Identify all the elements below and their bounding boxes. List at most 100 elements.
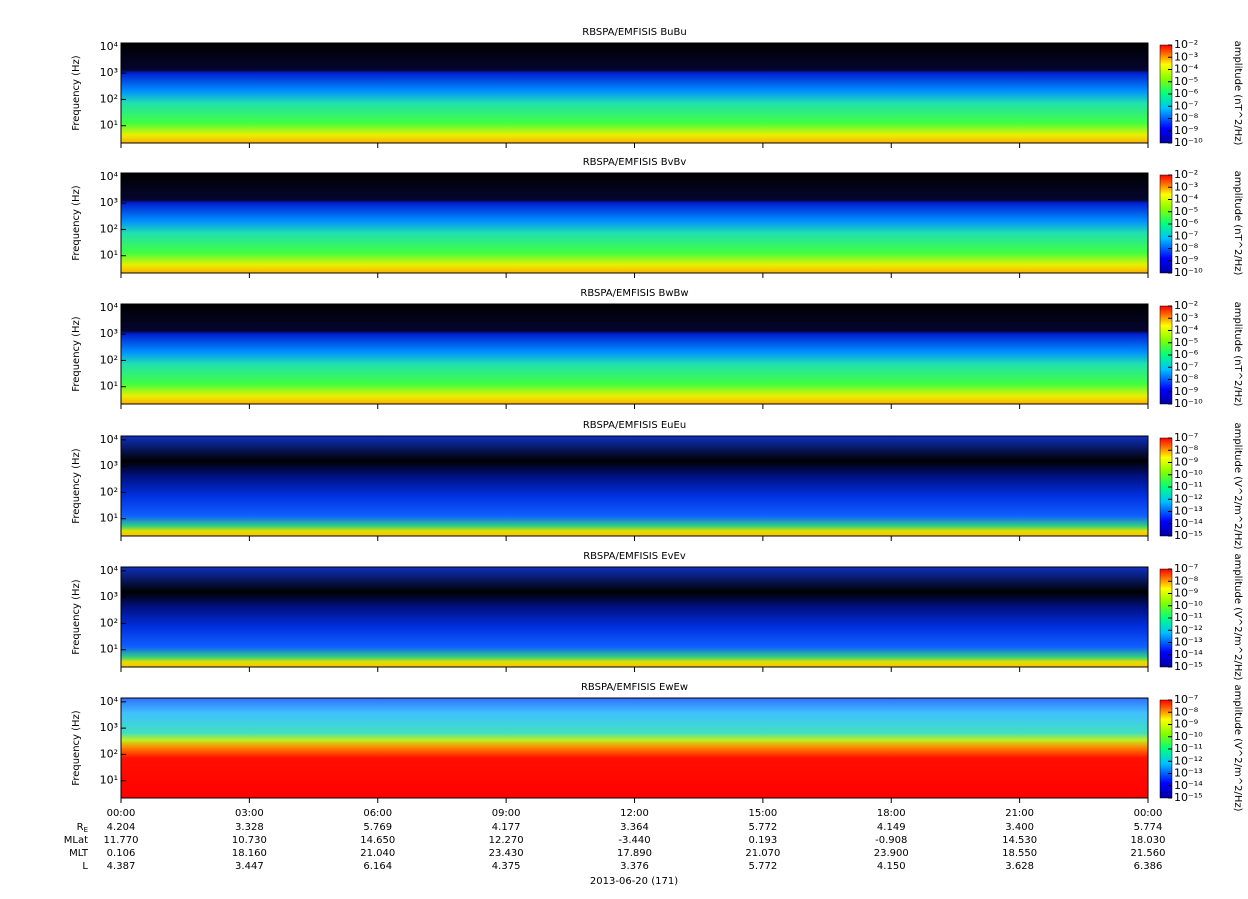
ephemeris-value: 3.328 [235, 822, 264, 833]
ephemeris-value: 17.890 [617, 848, 652, 859]
colorbar-tick-label: 10⁻⁶ [1174, 348, 1199, 361]
colorbar-tick-label: 10⁻¹⁰ [1174, 599, 1203, 612]
colorbar-tick-label: 10⁻¹⁵ [1174, 660, 1203, 673]
ephemeris-value: 4.150 [877, 861, 906, 872]
colorbar-tick-label: 10⁻³ [1174, 180, 1198, 193]
x-tick-label: 21:00 [1005, 808, 1034, 819]
ephemeris-value: 4.387 [107, 861, 136, 872]
colorbar-tick-label: 10⁻⁹ [1174, 124, 1198, 137]
colorbar-tick-label: 10⁻⁷ [1174, 562, 1198, 575]
spectrogram-image [121, 43, 1148, 143]
y-tick-label: 10³ [100, 66, 118, 79]
ephemeris-value: -0.908 [875, 835, 907, 846]
y-tick-label: 10⁴ [100, 564, 119, 577]
spectrogram-image [121, 436, 1148, 536]
ephemeris-value: 3.447 [235, 861, 264, 872]
y-tick-label: 10² [100, 353, 118, 366]
ephemeris-value: 11.770 [104, 835, 139, 846]
ephemeris-value: 21.560 [1131, 848, 1166, 859]
x-tick-label: 12:00 [620, 808, 649, 819]
ephemeris-value: 12.270 [489, 835, 524, 846]
y-tick-label: 10¹ [100, 643, 118, 656]
ephemeris-label-text: MLat [64, 835, 88, 846]
ephemeris-row-label: L [82, 861, 88, 872]
ephemeris-value: 14.530 [1002, 835, 1037, 846]
ephemeris-label-text: L [82, 861, 88, 872]
y-tick-label: 10⁴ [100, 301, 119, 314]
y-tick-label: 10¹ [100, 249, 118, 262]
colorbar-label: amplitude (V^2/m^2/Hz) [1232, 553, 1243, 680]
colorbar-label: amplitude (V^2/m^2/Hz) [1232, 422, 1243, 549]
ephemeris-label-text: MLT [69, 848, 89, 859]
y-tick-label: 10³ [100, 196, 118, 209]
panel-title: RBSPA/EMFISIS EwEw [581, 682, 688, 693]
ephemeris-value: 0.193 [749, 835, 778, 846]
ephemeris-value: 3.628 [1005, 861, 1034, 872]
colorbar-tick-label: 10⁻⁷ [1174, 360, 1198, 373]
colorbar-tick-label: 10⁻¹¹ [1174, 742, 1203, 755]
colorbar-tick-label: 10⁻¹³ [1174, 767, 1203, 780]
colorbar-tick-label: 10⁻⁷ [1174, 229, 1198, 242]
ephemeris-value: 5.772 [749, 861, 778, 872]
x-tick-label: 00:00 [107, 808, 136, 819]
ephemeris-label-text: R [77, 822, 84, 833]
colorbar-tick-label: 10⁻¹⁰ [1174, 397, 1203, 410]
colorbar-tick-label: 10⁻¹⁴ [1174, 779, 1203, 792]
ephemeris-value: 4.149 [877, 822, 906, 833]
panel-title: RBSPA/EMFISIS BwBw [580, 288, 688, 299]
colorbar-tick-label: 10⁻¹² [1174, 754, 1203, 767]
colorbar-tick-label: 10⁻⁹ [1174, 718, 1198, 731]
colorbar-tick-label: 10⁻³ [1174, 311, 1198, 324]
colorbar-tick-label: 10⁻¹¹ [1174, 611, 1203, 624]
y-tick-label: 10¹ [100, 380, 118, 393]
colorbar-tick-label: 10⁻⁴ [1174, 193, 1199, 206]
x-tick-label: 09:00 [492, 808, 521, 819]
colorbar-tick-label: 10⁻⁸ [1174, 112, 1199, 125]
x-tick-label: 00:00 [1134, 808, 1163, 819]
colorbar-tick-label: 10⁻⁵ [1174, 205, 1198, 218]
y-tick-label: 10² [100, 616, 118, 629]
ephemeris-value: 14.650 [360, 835, 395, 846]
colorbar-tick-label: 10⁻⁷ [1174, 431, 1198, 444]
y-axis-label: Frequency (Hz) [71, 316, 82, 392]
colorbar-tick-label: 10⁻⁴ [1174, 324, 1199, 337]
y-axis-label: Frequency (Hz) [71, 710, 82, 786]
colorbar-tick-label: 10⁻⁵ [1174, 336, 1198, 349]
y-tick-label: 10³ [100, 459, 118, 472]
colorbar-tick-label: 10⁻¹⁰ [1174, 468, 1203, 481]
colorbar-tick-label: 10⁻⁵ [1174, 75, 1198, 88]
y-tick-label: 10¹ [100, 774, 118, 787]
colorbar-tick-label: 10⁻¹⁵ [1174, 529, 1203, 542]
ephemeris-value: 10.730 [232, 835, 267, 846]
spectrogram-image [121, 698, 1148, 798]
y-axis-label: Frequency (Hz) [71, 579, 82, 655]
y-tick-label: 10² [100, 747, 118, 760]
panel-title: RBSPA/EMFISIS BvBv [583, 157, 687, 168]
ephemeris-row-label: RE [77, 822, 88, 834]
colorbar-label: amplitude (V^2/m^2/Hz) [1232, 684, 1243, 811]
colorbar-tick-label: 10⁻² [1174, 299, 1198, 312]
colorbar-tick-label: 10⁻¹⁰ [1174, 266, 1203, 279]
spectrogram-image [121, 304, 1148, 404]
ephemeris-value: 5.769 [363, 822, 392, 833]
ephemeris-value: 6.386 [1134, 861, 1163, 872]
y-tick-label: 10² [100, 92, 118, 105]
spectrogram-image [121, 173, 1148, 273]
y-axis-label: Frequency (Hz) [71, 448, 82, 524]
colorbar-tick-label: 10⁻¹⁵ [1174, 791, 1203, 804]
colorbar-tick-label: 10⁻⁶ [1174, 217, 1199, 230]
panel-title: RBSPA/EMFISIS EvEv [583, 551, 686, 562]
colorbar-tick-label: 10⁻⁶ [1174, 87, 1199, 100]
y-tick-label: 10³ [100, 327, 118, 340]
y-axis-label: Frequency (Hz) [71, 185, 82, 261]
spectrogram-image [121, 567, 1148, 667]
y-tick-label: 10⁴ [100, 433, 119, 446]
colorbar-tick-label: 10⁻⁹ [1174, 385, 1198, 398]
ephemeris-value: 4.375 [492, 861, 521, 872]
y-tick-label: 10¹ [100, 119, 118, 132]
ephemeris-value: 6.164 [363, 861, 392, 872]
ephemeris-value: 18.030 [1131, 835, 1166, 846]
colorbar-label: amplitude (nT^2/Hz) [1232, 302, 1243, 407]
ephemeris-value: 23.430 [489, 848, 524, 859]
